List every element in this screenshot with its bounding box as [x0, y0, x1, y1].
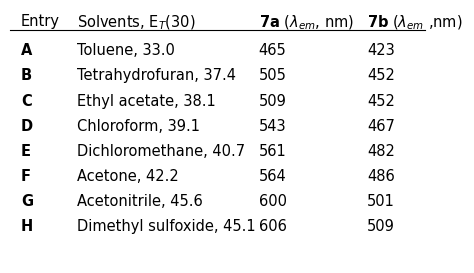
Text: Dimethyl sulfoxide, 45.1: Dimethyl sulfoxide, 45.1 [77, 219, 255, 234]
Text: B: B [21, 69, 32, 84]
Text: 467: 467 [367, 119, 395, 134]
Text: H: H [21, 219, 33, 234]
Text: G: G [21, 194, 33, 209]
Text: 509: 509 [367, 219, 395, 234]
Text: Solvents, E$_T$(30): Solvents, E$_T$(30) [77, 14, 196, 32]
Text: D: D [21, 119, 33, 134]
Text: Acetone, 42.2: Acetone, 42.2 [77, 169, 179, 184]
Text: F: F [21, 169, 31, 184]
Text: 606: 606 [259, 219, 287, 234]
Text: 564: 564 [259, 169, 286, 184]
Text: Dichloromethane, 40.7: Dichloromethane, 40.7 [77, 144, 245, 159]
Text: 505: 505 [259, 69, 287, 84]
Text: $\bf{7a}$ ($\lambda_{em}$, nm): $\bf{7a}$ ($\lambda_{em}$, nm) [259, 14, 354, 32]
Text: Tetrahydrofuran, 37.4: Tetrahydrofuran, 37.4 [77, 69, 236, 84]
Text: 452: 452 [367, 69, 395, 84]
Text: 501: 501 [367, 194, 395, 209]
Text: Entry: Entry [21, 14, 60, 29]
Text: 561: 561 [259, 144, 286, 159]
Text: 600: 600 [259, 194, 287, 209]
Text: C: C [21, 94, 32, 109]
Text: 486: 486 [367, 169, 395, 184]
Text: 452: 452 [367, 94, 395, 109]
Text: E: E [21, 144, 31, 159]
Text: 465: 465 [259, 43, 286, 58]
Text: $\bf{7b}$ ($\lambda_{em}$ ,nm): $\bf{7b}$ ($\lambda_{em}$ ,nm) [367, 14, 463, 32]
Text: Acetonitrile, 45.6: Acetonitrile, 45.6 [77, 194, 203, 209]
Text: Chloroform, 39.1: Chloroform, 39.1 [77, 119, 200, 134]
Text: 423: 423 [367, 43, 395, 58]
Text: 543: 543 [259, 119, 286, 134]
Text: Ethyl acetate, 38.1: Ethyl acetate, 38.1 [77, 94, 216, 109]
Text: 509: 509 [259, 94, 287, 109]
Text: 482: 482 [367, 144, 395, 159]
Text: Toluene, 33.0: Toluene, 33.0 [77, 43, 175, 58]
Text: A: A [21, 43, 32, 58]
